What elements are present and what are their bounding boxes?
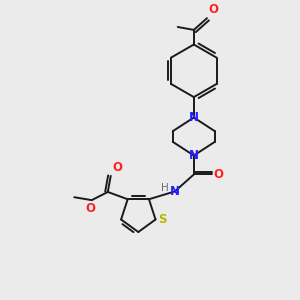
Text: O: O — [85, 202, 95, 215]
Text: O: O — [208, 4, 218, 16]
Text: S: S — [158, 213, 167, 226]
Text: N: N — [189, 111, 199, 124]
Text: N: N — [189, 149, 199, 162]
Text: O: O — [214, 168, 224, 181]
Text: O: O — [112, 161, 122, 174]
Text: H: H — [161, 183, 168, 193]
Text: N: N — [170, 185, 180, 198]
